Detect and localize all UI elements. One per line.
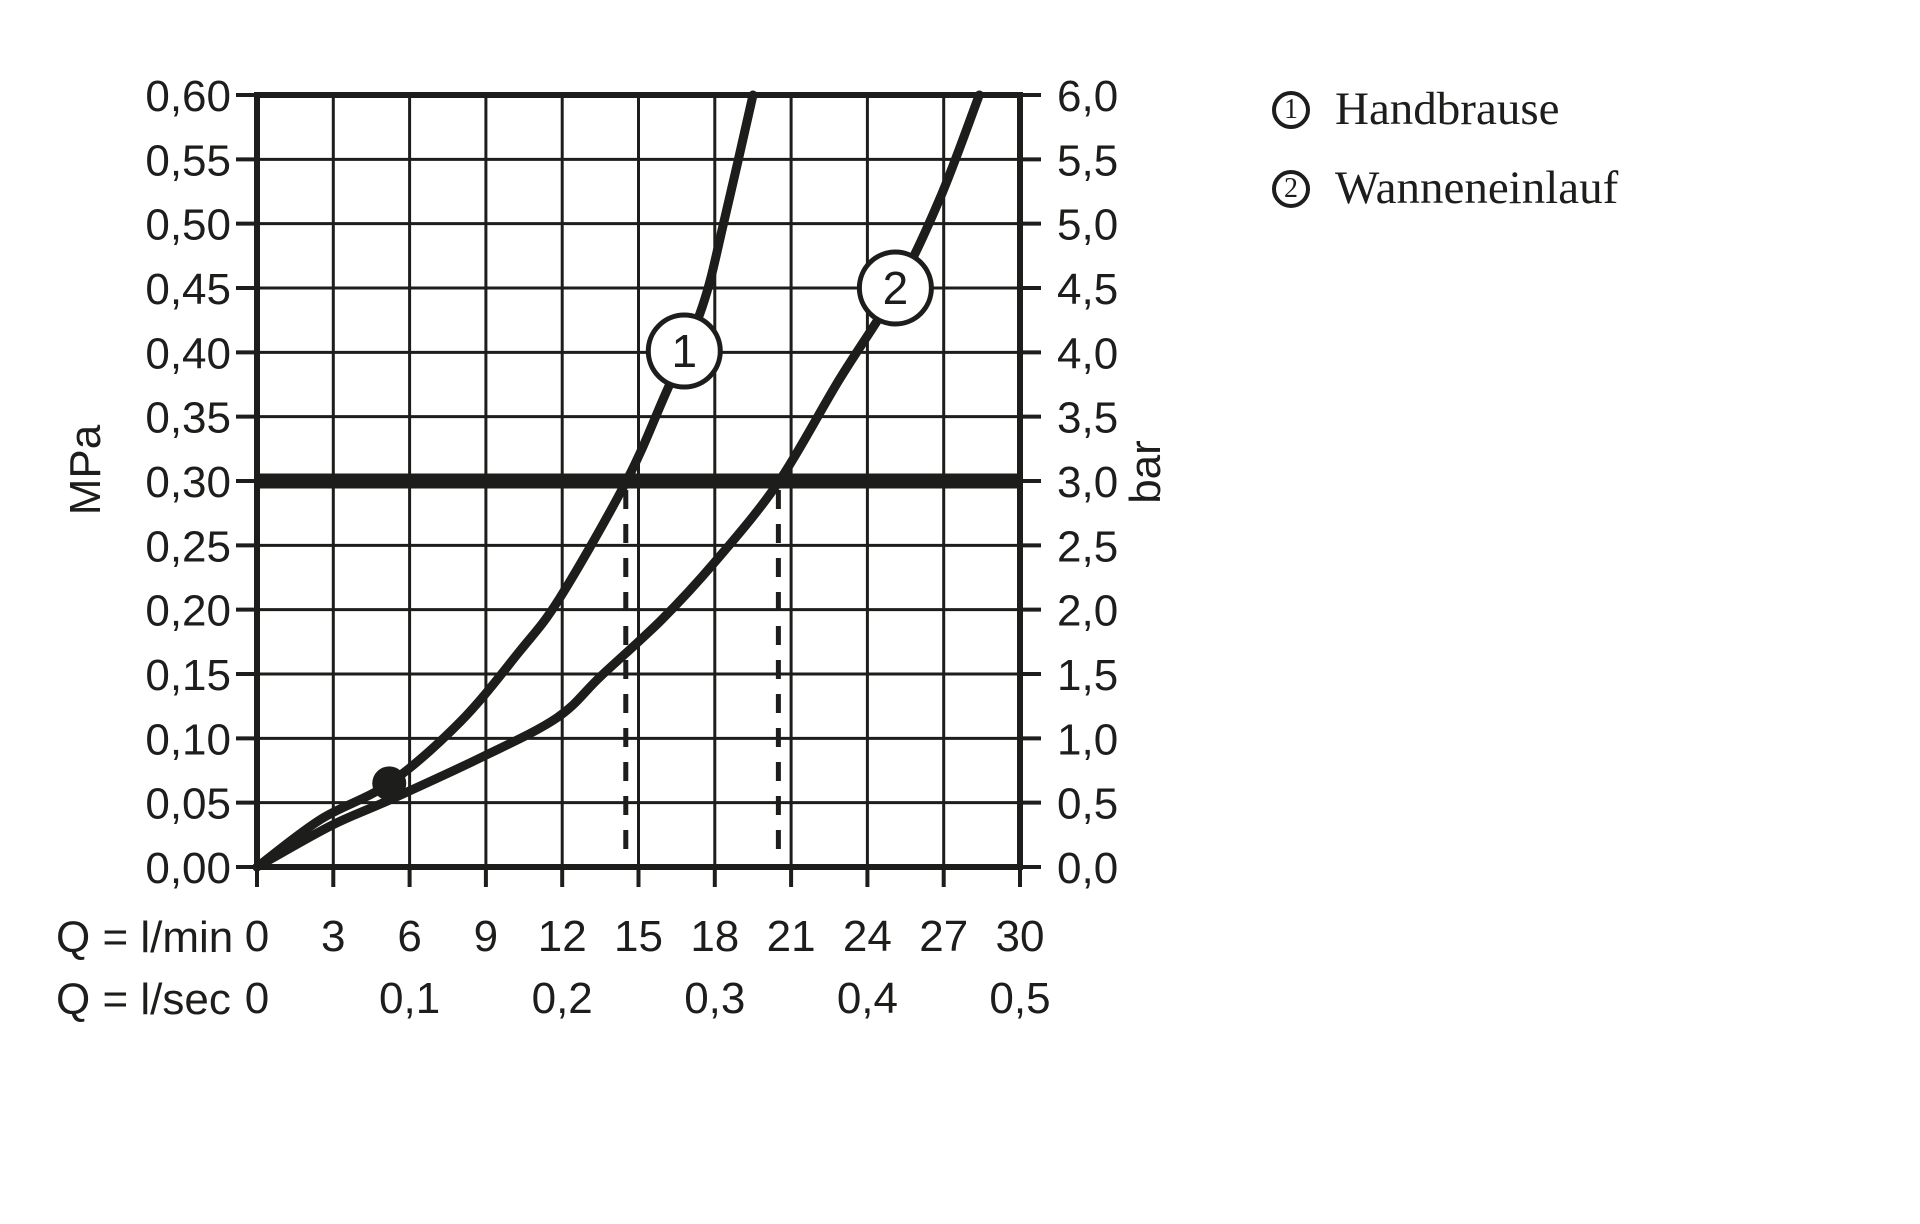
legend-item-wanneneinlauf: 2 Wanneneinlauf — [1272, 165, 1618, 212]
legend-label-wanneneinlauf: Wanneneinlauf — [1335, 162, 1619, 214]
legend-symbol: 2 — [1284, 172, 1298, 204]
x-lsec-tick-label: 0,2 — [532, 974, 593, 1023]
y-left-tick-label: 0,20 — [145, 587, 231, 636]
y-right-tick-label: 3,0 — [1057, 458, 1118, 507]
x-lmin-tick-label: 18 — [690, 912, 739, 961]
curve-marker-circle-2 — [856, 249, 934, 327]
x-lmin-tick-label: 15 — [614, 912, 663, 961]
y-left-tick-label: 0,15 — [145, 651, 231, 700]
y-left-tick-label: 0,30 — [145, 458, 231, 507]
x-lmin-tick-label: 9 — [474, 912, 498, 961]
x-lmin-tick-label: 24 — [843, 912, 892, 961]
operating-point-dot — [372, 766, 407, 801]
y-left-tick-label: 0,60 — [145, 72, 231, 121]
curve-marker-number-2: 2 — [883, 262, 909, 314]
x-lmin-tick-label: 6 — [397, 912, 421, 961]
y-right-tick-label: 4,5 — [1057, 265, 1118, 314]
y-left-tick-label: 0,50 — [145, 201, 231, 250]
y-left-tick-label: 0,05 — [145, 780, 231, 829]
y-left-tick-label: 0,00 — [145, 844, 231, 893]
legend-label-handbrause: Handbrause — [1335, 83, 1560, 135]
y-right-tick-label: 4,0 — [1057, 329, 1118, 378]
y-right-tick-label: 5,0 — [1057, 201, 1118, 250]
circled-2-icon: 2 — [1272, 169, 1310, 208]
y-right-tick-label: 0,0 — [1057, 844, 1118, 893]
y-right-tick-label: 2,0 — [1057, 587, 1118, 636]
y-right-tick-label: 2,5 — [1057, 522, 1118, 571]
y-left-tick-label: 0,40 — [145, 329, 231, 378]
y-right-tick-label: 6,0 — [1057, 72, 1118, 121]
left-axis-title: MPa — [61, 424, 110, 516]
y-right-tick-label: 0,5 — [1057, 780, 1118, 829]
legend-symbol: 1 — [1284, 93, 1298, 125]
x-lmin-tick-label: 21 — [767, 912, 816, 961]
y-left-tick-label: 0,55 — [145, 136, 231, 185]
x-lmin-tick-label: 30 — [996, 912, 1045, 961]
x-lmin-tick-label: 12 — [538, 912, 587, 961]
y-left-tick-label: 0,10 — [145, 715, 231, 764]
x-lmin-tick-label: 0 — [245, 912, 269, 961]
x-lsec-tick-label: 0 — [245, 974, 269, 1023]
curve-marker-circle-1 — [645, 312, 723, 390]
y-left-tick-label: 0,45 — [145, 265, 231, 314]
y-right-tick-label: 1,0 — [1057, 715, 1118, 764]
y-right-tick-label: 3,5 — [1057, 394, 1118, 443]
y-left-tick-label: 0,35 — [145, 394, 231, 443]
x-lsec-tick-label: 0,4 — [837, 974, 898, 1023]
x-lsec-tick-label: 0,3 — [684, 974, 745, 1023]
curve-marker-number-1: 1 — [671, 325, 697, 377]
x-lmin-tick-label: 3 — [321, 912, 345, 961]
x-lsec-tick-label: 0,5 — [989, 974, 1050, 1023]
y-right-tick-label: 1,5 — [1057, 651, 1118, 700]
legend-item-handbrause: 1 Handbrause — [1272, 86, 1618, 133]
x-lsec-tick-label: 0,1 — [379, 974, 440, 1023]
y-left-tick-label: 0,25 — [145, 522, 231, 571]
x-lmin-tick-label: 27 — [919, 912, 968, 961]
legend: 1 Handbrause 2 Wanneneinlauf — [1272, 86, 1618, 212]
circled-1-icon: 1 — [1272, 90, 1310, 129]
right-axis-title: bar — [1121, 440, 1170, 504]
y-right-tick-label: 5,5 — [1057, 136, 1118, 185]
x-axis-unit-lsec-label: Q = l/sec — [56, 975, 231, 1024]
x-axis-unit-lmin-label: Q = l/min — [56, 913, 234, 962]
